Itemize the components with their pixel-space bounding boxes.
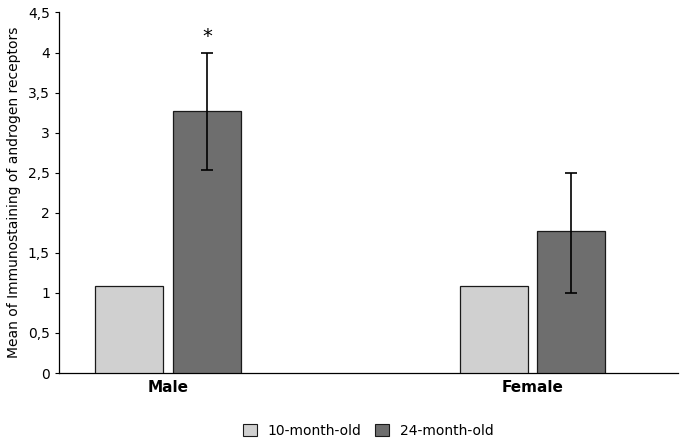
Legend: 10-month-old, 24-month-old: 10-month-old, 24-month-old xyxy=(238,420,499,442)
Bar xyxy=(173,111,241,373)
Bar xyxy=(460,287,527,373)
Text: *: * xyxy=(202,27,212,46)
Bar xyxy=(95,287,163,373)
Bar xyxy=(537,231,606,373)
Y-axis label: Mean of Immunostaining of androgen receptors: Mean of Immunostaining of androgen recep… xyxy=(7,27,21,358)
